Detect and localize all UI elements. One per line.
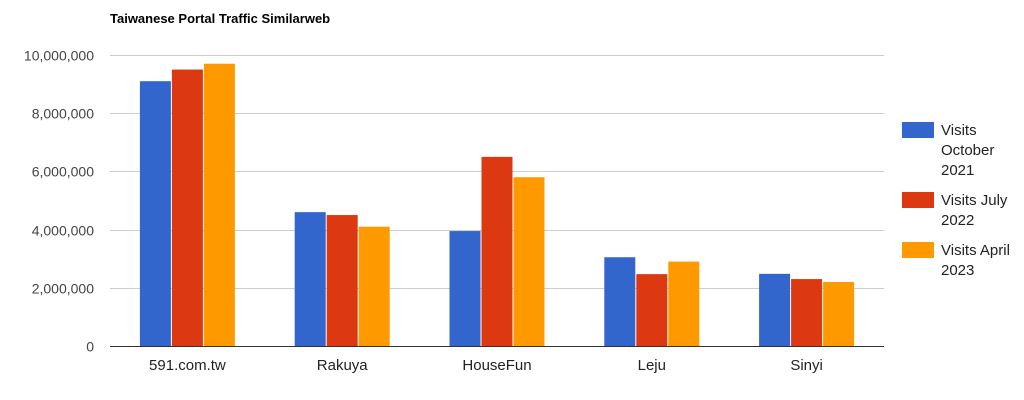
legend-label-line: 2021 [941, 162, 974, 179]
bar-591-com-tw-series-1 [139, 81, 171, 346]
legend-label: Visits July 2022 [941, 192, 1008, 229]
y-tick-label: 0 [86, 339, 94, 355]
x-category-label: Leju [638, 357, 666, 374]
y-tick-label: 6,000,000 [32, 164, 94, 180]
legend-label-line: Visits July [941, 192, 1008, 209]
y-tick-label: 10,000,000 [24, 48, 94, 64]
bar-sinyi-series-1 [759, 273, 791, 346]
legend-swatch [902, 242, 934, 258]
bars [139, 63, 855, 347]
legend-label-line: October [941, 142, 994, 159]
legend-label-line: 2023 [941, 262, 974, 279]
bar-sinyi-series-2 [791, 279, 823, 346]
x-category-label: Rakuya [317, 357, 369, 374]
legend-label: Visits October 2021 [941, 122, 994, 179]
x-category-label: Sinyi [790, 357, 823, 374]
chart-title: Taiwanese Portal Traffic Similarweb [110, 11, 330, 26]
bar-591-com-tw-series-3 [203, 63, 235, 346]
legend-label: Visits April 2023 [941, 242, 1010, 279]
bar-sinyi-series-3 [823, 281, 855, 346]
bar-housefun-series-2 [481, 156, 513, 346]
legend-label-line: 2022 [941, 212, 974, 229]
bar-rakuya-series-1 [294, 212, 326, 346]
bar-housefun-series-1 [449, 231, 481, 346]
x-axis-categories: 591.com.tw Rakuya HouseFun Leju Sinyi [149, 357, 823, 374]
y-tick-label: 2,000,000 [32, 281, 94, 297]
bar-leju-series-1 [604, 257, 636, 346]
y-tick-label: 4,000,000 [32, 223, 94, 239]
bar-591-com-tw-series-2 [171, 69, 203, 347]
legend: Visits October 2021 Visits July 2022 Visits A… [902, 122, 1010, 279]
x-category-label: HouseFun [462, 357, 531, 374]
bar-leju-series-2 [636, 274, 668, 346]
x-category-label: 591.com.tw [149, 357, 226, 374]
legend-swatch [902, 122, 934, 138]
bar-leju-series-3 [668, 261, 700, 346]
bar-housefun-series-3 [513, 177, 545, 346]
legend-swatch [902, 192, 934, 208]
bar-rakuya-series-3 [358, 226, 390, 346]
bar-rakuya-series-2 [326, 215, 358, 346]
legend-label-line: Visits [941, 122, 977, 139]
y-tick-label: 8,000,000 [32, 106, 94, 122]
legend-label-line: Visits April [941, 242, 1010, 259]
y-axis-ticks: 0 2,000,000 4,000,000 6,000,000 8,000,000 10,… [24, 48, 94, 355]
